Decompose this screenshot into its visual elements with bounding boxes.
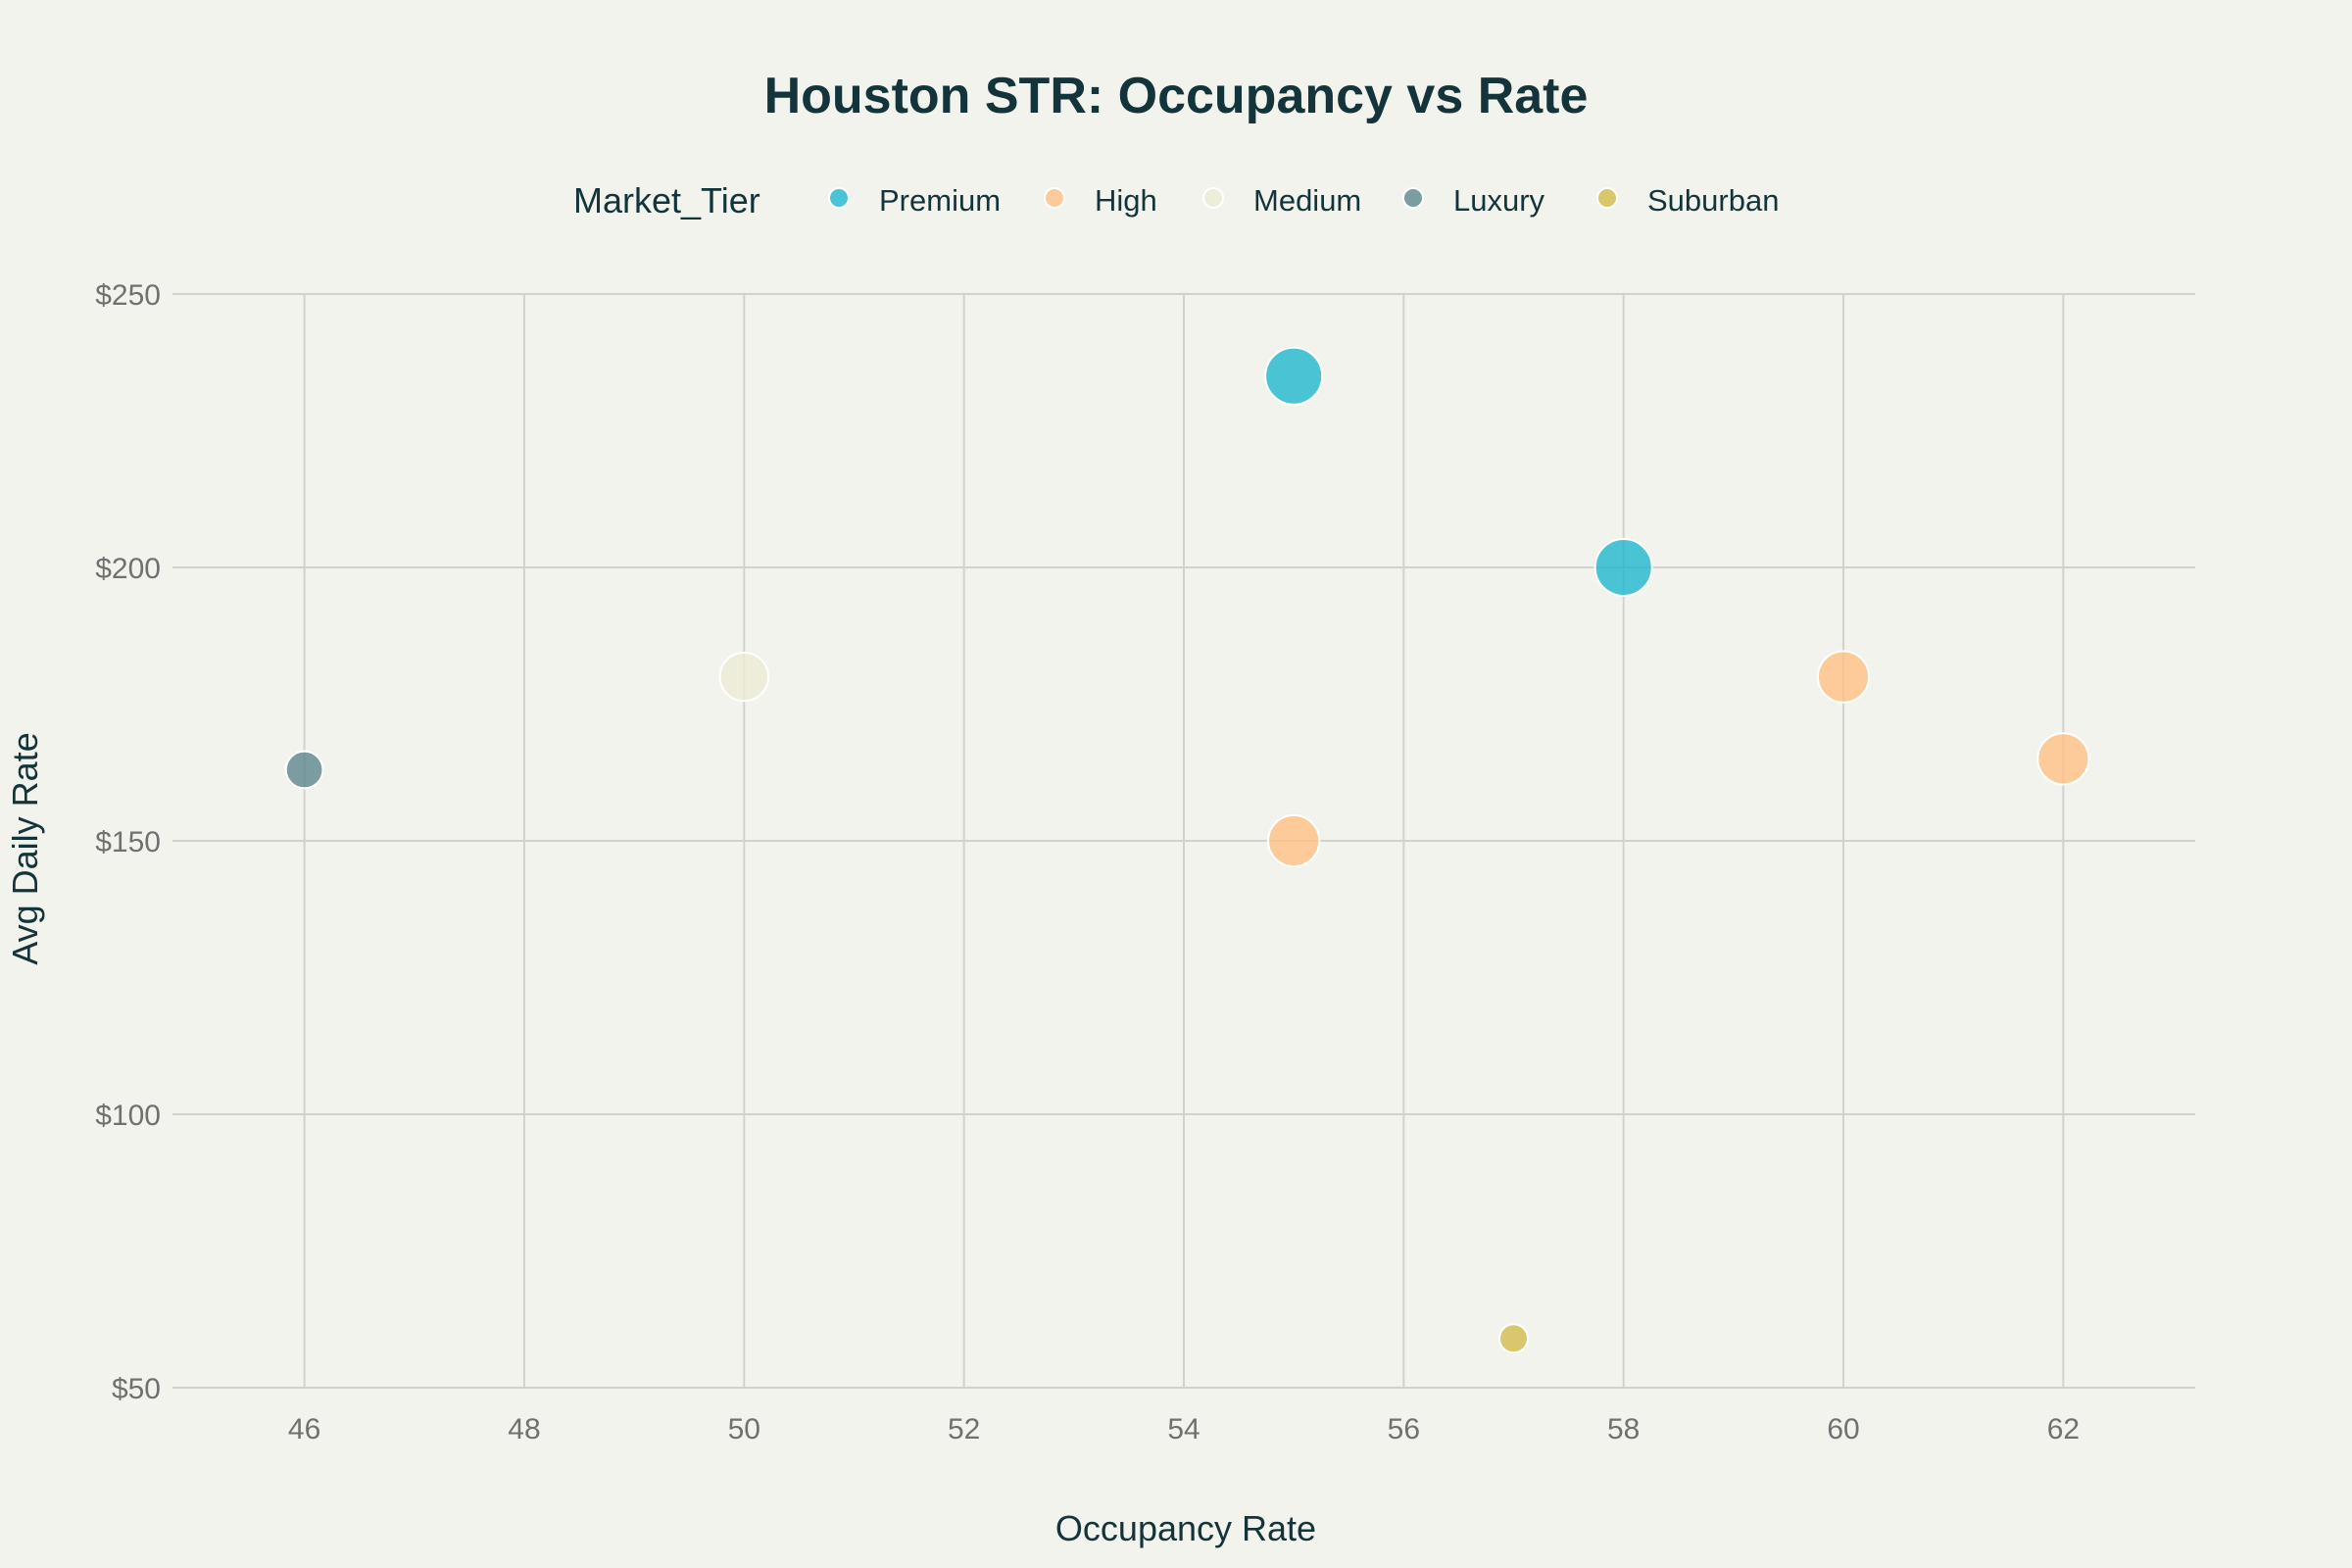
legend-label: Suburban	[1647, 183, 1779, 218]
data-point-high[interactable]	[1267, 813, 1321, 868]
data-point-premium[interactable]	[1593, 538, 1653, 597]
x-tick-label: 60	[1827, 1413, 1859, 1446]
x-tick-label: 62	[2047, 1413, 2080, 1446]
x-tick-label: 56	[1388, 1413, 1420, 1446]
y-tick-label: $50	[112, 1373, 161, 1405]
legend-marker	[828, 187, 850, 209]
x-tick-label: 52	[948, 1413, 980, 1446]
legend-item-premium[interactable]: Premium	[828, 183, 1001, 218]
legend-marker	[1202, 187, 1224, 209]
x-tick-label: 46	[288, 1413, 320, 1446]
legend-label: Medium	[1253, 183, 1361, 218]
data-point-high[interactable]	[2036, 732, 2090, 786]
legend-label: High	[1095, 183, 1157, 218]
x-tick-label: 54	[1167, 1413, 1200, 1446]
data-point-luxury[interactable]	[284, 750, 324, 790]
data-points	[284, 346, 2090, 1354]
legend-marker	[1044, 187, 1065, 209]
y-axis-ticks: $50 $100 $150 $200 $250	[95, 279, 161, 1405]
legend-item-medium[interactable]: Medium	[1202, 183, 1361, 218]
x-axis-ticks: 46 48 50 52 54 56 58 60 62	[288, 1413, 2080, 1446]
chart-title: Houston STR: Occupancy vs Rate	[764, 68, 1589, 124]
grid	[172, 293, 2195, 1389]
y-tick-label: $250	[95, 279, 161, 312]
legend-item-luxury[interactable]: Luxury	[1402, 183, 1545, 218]
legend-label: Premium	[879, 183, 1001, 218]
x-axis-title: Occupancy Rate	[1055, 1508, 1316, 1548]
data-point-high[interactable]	[1816, 650, 1871, 704]
y-tick-label: $150	[95, 826, 161, 858]
data-point-medium[interactable]	[718, 651, 769, 703]
legend-marker	[1402, 187, 1424, 209]
y-tick-label: $100	[95, 1100, 161, 1132]
legend-item-high[interactable]: High	[1044, 183, 1157, 218]
x-tick-label: 48	[508, 1413, 540, 1446]
legend-marker	[1596, 187, 1618, 209]
legend-item-suburban[interactable]: Suburban	[1596, 183, 1779, 218]
y-axis-title: Avg Daily Rate	[5, 732, 45, 964]
data-point-suburban[interactable]	[1498, 1323, 1530, 1354]
x-tick-label: 58	[1607, 1413, 1640, 1446]
y-tick-label: $200	[95, 553, 161, 585]
legend: Market_Tier Premium High Medium Luxury Subur…	[573, 180, 1779, 220]
legend-title: Market_Tier	[573, 180, 760, 220]
data-point-premium[interactable]	[1264, 346, 1324, 406]
legend-label: Luxury	[1453, 183, 1545, 218]
x-tick-label: 50	[728, 1413, 760, 1446]
